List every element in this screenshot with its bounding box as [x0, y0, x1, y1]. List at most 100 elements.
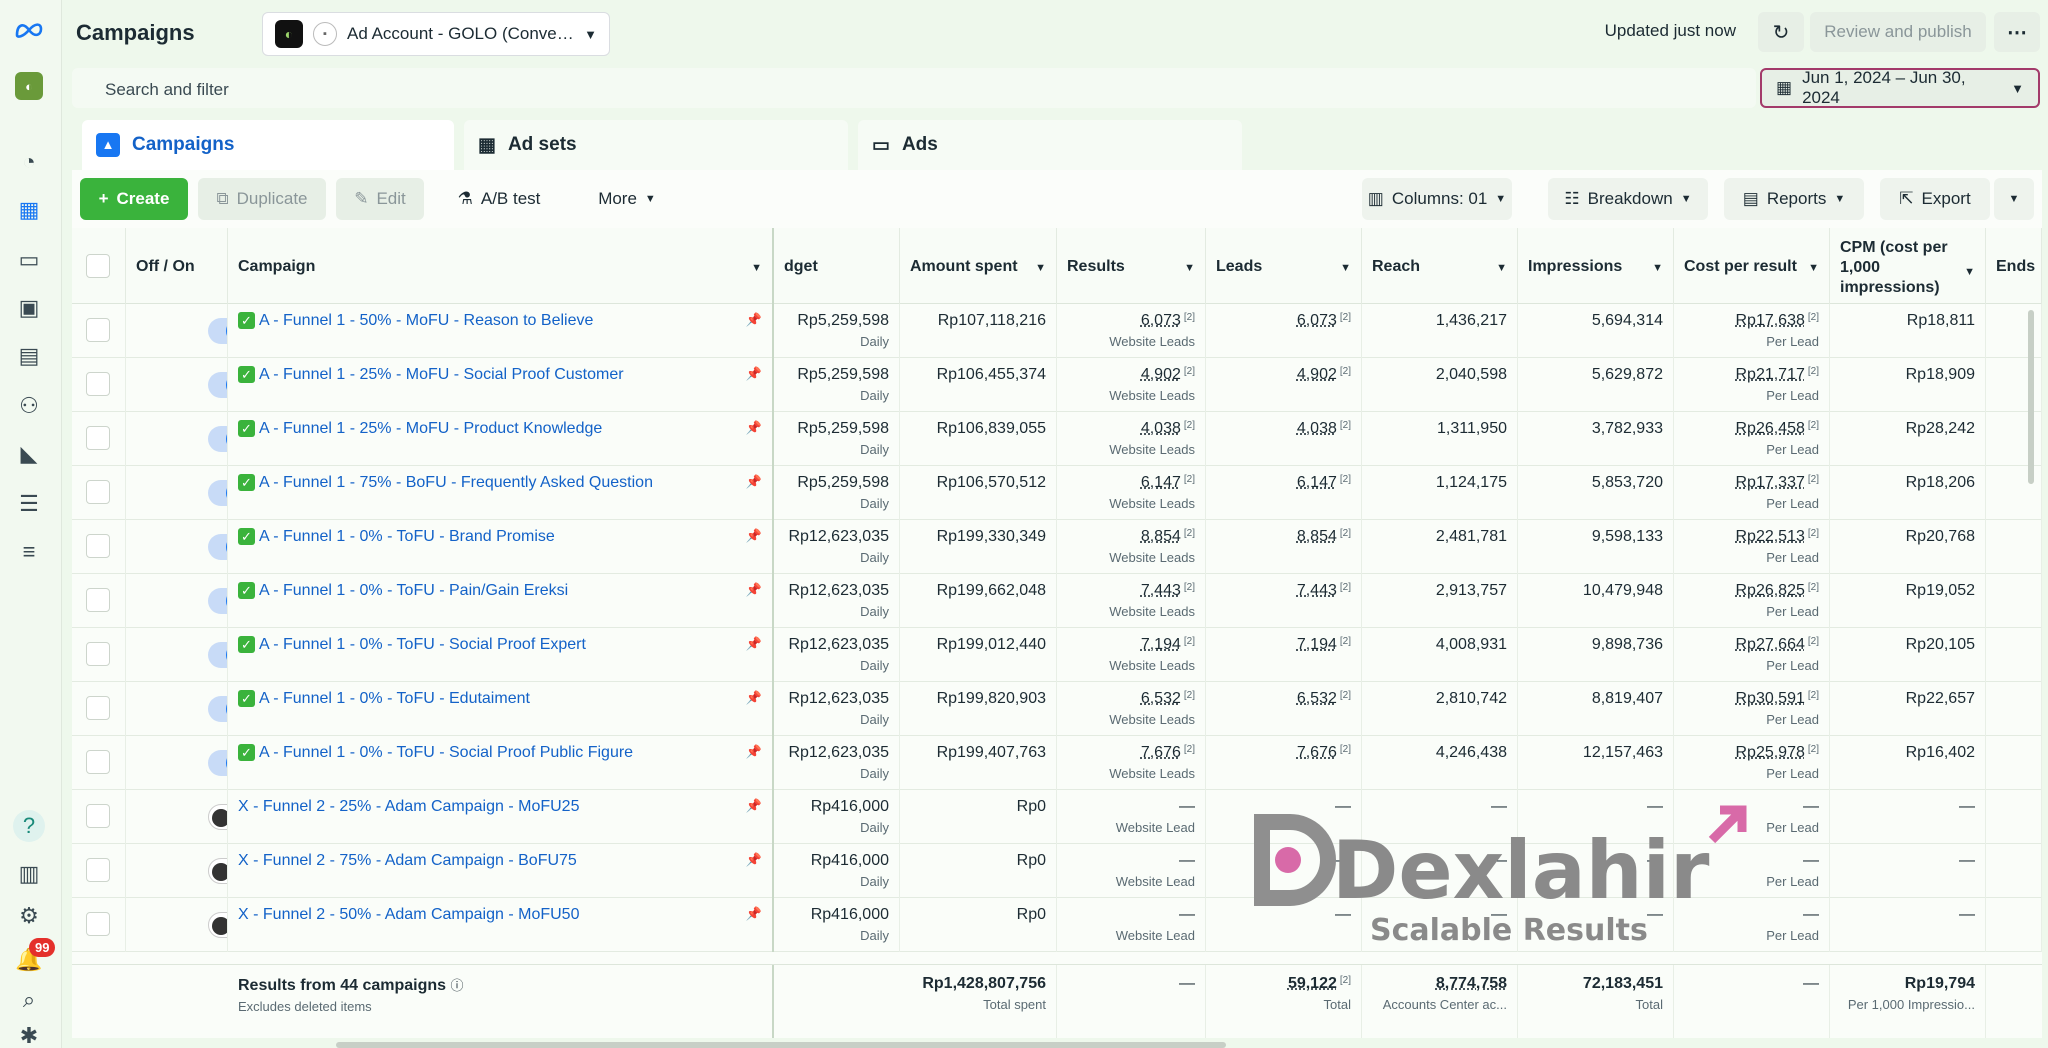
table-row[interactable]: ✓ A - Funnel 1 - 0% - ToFU - Social Proof… [72, 628, 2042, 682]
select-all-checkbox[interactable] [86, 254, 110, 278]
tab-ad-sets[interactable]: ▦ Ad sets [464, 120, 848, 170]
pin-icon[interactable]: 📌 [745, 744, 762, 759]
col-leads[interactable]: Leads ▼ [1206, 228, 1362, 304]
campaign-toggle[interactable] [208, 318, 227, 344]
pin-icon[interactable]: 📌 [745, 690, 762, 705]
row-checkbox[interactable] [86, 534, 110, 558]
row-checkbox[interactable] [86, 696, 110, 720]
row-checkbox[interactable] [86, 480, 110, 504]
row-checkbox[interactable] [86, 372, 110, 396]
meta-logo-icon[interactable] [13, 14, 45, 46]
campaign-name-link[interactable]: X - Funnel 2 - 75% - Adam Campaign - BoF… [238, 852, 577, 869]
table-row[interactable]: ✓ A - Funnel 1 - 0% - ToFU - Social Proof… [72, 736, 2042, 790]
pin-icon[interactable]: 📌 [745, 582, 762, 597]
pin-icon[interactable]: 📌 [745, 474, 762, 489]
campaign-toggle[interactable] [208, 750, 227, 776]
briefcase-icon[interactable]: ▣ [18, 295, 40, 320]
campaign-toggle[interactable] [208, 426, 227, 452]
megaphone-icon[interactable]: ◣ [20, 441, 38, 466]
ab-test-button[interactable]: ⚗ A/B test [444, 178, 554, 220]
pages-icon[interactable]: ▤ [18, 343, 40, 368]
col-cpm[interactable]: CPM (cost per 1,000 impressions) ▼ [1830, 228, 1986, 304]
breakdown-button[interactable]: ☷ Breakdown ▼ [1548, 178, 1708, 220]
messages-icon[interactable]: ▭ [18, 247, 40, 272]
table-row[interactable]: X - Funnel 2 - 25% - Adam Campaign - MoF… [72, 790, 2042, 844]
pin-icon[interactable]: 📌 [745, 852, 762, 867]
data-stack-icon[interactable]: ☰ [19, 491, 39, 516]
table-row[interactable]: ✓ A - Funnel 1 - 75% - BoFU - Frequently … [72, 466, 2042, 520]
info-icon[interactable]: ⓘ [450, 978, 464, 993]
refresh-button[interactable]: ↻ [1758, 12, 1804, 52]
dashboard-gauge-icon[interactable]: ◔ [22, 149, 36, 174]
campaign-toggle[interactable] [208, 642, 227, 668]
campaign-toggle[interactable] [208, 804, 227, 830]
campaign-name-link[interactable]: A - Funnel 1 - 0% - ToFU - Brand Promise [259, 528, 555, 545]
pin-icon[interactable]: 📌 [745, 366, 762, 381]
export-button[interactable]: ⇱ Export [1880, 178, 1990, 220]
table-row[interactable]: X - Funnel 2 - 50% - Adam Campaign - MoF… [72, 898, 2042, 952]
columns-button[interactable]: ▥ Columns: 01 ▼ [1362, 178, 1512, 220]
table-row[interactable]: ✓ A - Funnel 1 - 25% - MoFU - Product Kno… [72, 412, 2042, 466]
campaign-name-link[interactable]: A - Funnel 1 - 25% - MoFU - Product Know… [259, 420, 603, 437]
table-row[interactable]: ✓ A - Funnel 1 - 0% - ToFU - Pain/Gain Er… [72, 574, 2042, 628]
col-impressions[interactable]: Impressions ▼ [1518, 228, 1674, 304]
menu-lines-icon[interactable]: ≡ [22, 539, 36, 564]
row-checkbox[interactable] [86, 912, 110, 936]
reports-button[interactable]: ▤ Reports ▼ [1724, 178, 1864, 220]
campaign-toggle[interactable] [208, 588, 227, 614]
table-row[interactable]: ✓ A - Funnel 1 - 25% - MoFU - Social Proo… [72, 358, 2042, 412]
pin-icon[interactable]: 📌 [745, 906, 762, 921]
date-range-picker[interactable]: ▦ Jun 1, 2024 – Jun 30, 2024 ▼ [1760, 68, 2040, 108]
tab-campaigns[interactable]: ▲ Campaigns [82, 120, 454, 170]
campaigns-table-icon[interactable]: ▦ [18, 197, 40, 222]
campaign-name-link[interactable]: A - Funnel 1 - 75% - BoFU - Frequently A… [259, 474, 653, 491]
col-reach[interactable]: Reach ▼ [1362, 228, 1518, 304]
col-campaign[interactable]: Campaign ▼ [228, 228, 774, 304]
table-row[interactable]: X - Funnel 2 - 75% - Adam Campaign - BoF… [72, 844, 2042, 898]
campaign-toggle[interactable] [208, 480, 227, 506]
pin-icon[interactable]: 📌 [745, 312, 762, 327]
campaign-toggle[interactable] [208, 858, 227, 884]
campaign-name-link[interactable]: A - Funnel 1 - 50% - MoFU - Reason to Be… [259, 312, 594, 329]
col-cost-per-result[interactable]: Cost per result ▼ [1674, 228, 1830, 304]
col-amount-spent[interactable]: Amount spent ▼ [900, 228, 1057, 304]
ad-account-selector[interactable]: ◐ ▪ Ad Account - GOLO (Conve… ▼ [262, 12, 610, 56]
audiences-icon[interactable]: ⚇ [19, 393, 39, 418]
more-options-button[interactable]: ⋯ [1994, 12, 2040, 52]
campaign-name-link[interactable]: A - Funnel 1 - 25% - MoFU - Social Proof… [259, 366, 624, 383]
pin-icon[interactable]: 📌 [745, 798, 762, 813]
campaign-toggle[interactable] [208, 534, 227, 560]
account-avatar-icon[interactable]: ◐ [13, 70, 45, 102]
news-icon[interactable]: ▥ [18, 861, 40, 886]
table-row[interactable]: ✓ A - Funnel 1 - 0% - ToFU - Brand Promis… [72, 520, 2042, 574]
horizontal-scrollbar[interactable] [336, 1042, 1226, 1048]
search-filter-input[interactable]: Search and filter [72, 68, 1756, 108]
table-row[interactable]: ✓ A - Funnel 1 - 0% - ToFU - Edutaiment 📌 R… [72, 682, 2042, 736]
vertical-scrollbar[interactable] [2028, 310, 2034, 484]
more-button[interactable]: More ▼ [572, 178, 682, 220]
help-icon[interactable]: ? [13, 810, 45, 842]
row-checkbox[interactable] [86, 318, 110, 342]
duplicate-button[interactable]: ⧉ Duplicate [198, 178, 326, 220]
campaign-name-link[interactable]: A - Funnel 1 - 0% - ToFU - Social Proof … [259, 636, 586, 653]
edit-button[interactable]: ✎ Edit [336, 178, 424, 220]
col-ends[interactable]: Ends [1986, 228, 2042, 304]
campaign-name-link[interactable]: X - Funnel 2 - 50% - Adam Campaign - MoF… [238, 906, 580, 923]
row-checkbox[interactable] [86, 750, 110, 774]
settings-gear-icon[interactable]: ⚙ [19, 903, 39, 928]
row-checkbox[interactable] [86, 804, 110, 828]
tab-ads[interactable]: ▭ Ads [858, 120, 1242, 170]
create-button[interactable]: + Create [80, 178, 188, 220]
campaign-name-link[interactable]: A - Funnel 1 - 0% - ToFU - Pain/Gain Ere… [259, 582, 569, 599]
pin-icon[interactable]: 📌 [745, 636, 762, 651]
row-checkbox[interactable] [86, 426, 110, 450]
search-icon[interactable]: ⌕ [22, 987, 36, 1012]
bug-report-icon[interactable]: ✱ [19, 1023, 39, 1048]
review-publish-button[interactable]: Review and publish [1810, 12, 1986, 52]
pin-icon[interactable]: 📌 [745, 420, 762, 435]
row-checkbox[interactable] [86, 588, 110, 612]
table-row[interactable]: ✓ A - Funnel 1 - 50% - MoFU - Reason to B… [72, 304, 2042, 358]
row-checkbox[interactable] [86, 858, 110, 882]
col-budget[interactable]: dget [774, 228, 900, 304]
campaign-toggle[interactable] [208, 372, 227, 398]
